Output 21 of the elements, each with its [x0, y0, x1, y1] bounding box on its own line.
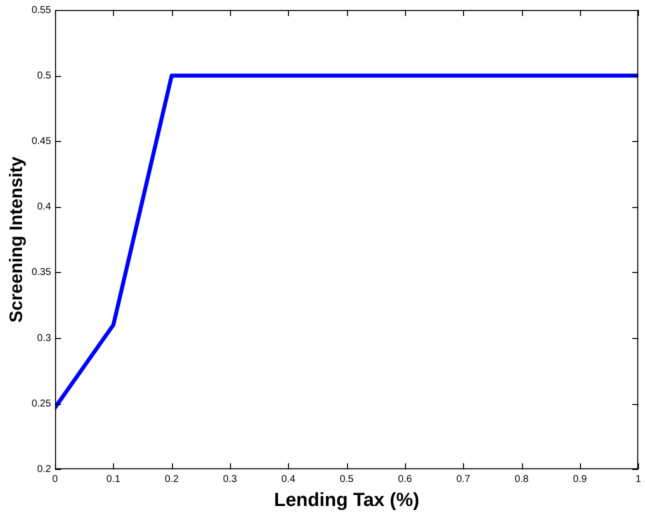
x-tick-label: 0.6: [398, 474, 412, 485]
x-tick-label: 0: [52, 474, 58, 485]
x-tick-label: 0.5: [340, 474, 354, 485]
x-tick-label: 0.7: [456, 474, 471, 485]
x-tick-label: 0.4: [281, 474, 296, 485]
y-tick-label: 0.25: [32, 398, 52, 410]
x-tick-label: 0.1: [106, 474, 121, 485]
y-axis-title: Screening Intensity: [6, 156, 26, 323]
y-tick-label: 0.55: [32, 4, 52, 16]
y-tick-label: 0.4: [37, 202, 52, 213]
y-tick-label: 0.5: [37, 70, 52, 82]
x-tick-label: 0.3: [223, 474, 238, 485]
x-tick-label: 0.2: [164, 474, 180, 485]
x-tick-label: 0.8: [514, 474, 529, 485]
y-tick-label: 0.3: [37, 332, 52, 344]
x-tick-label: 0.9: [572, 474, 588, 485]
y-tick-label: 0.45: [32, 136, 52, 147]
y-tick-label: 0.35: [32, 267, 52, 278]
x-tick-label: 1: [635, 474, 642, 485]
y-tick-label: 0.2: [37, 464, 52, 475]
x-axis-title: Lending Tax (%): [274, 490, 420, 511]
